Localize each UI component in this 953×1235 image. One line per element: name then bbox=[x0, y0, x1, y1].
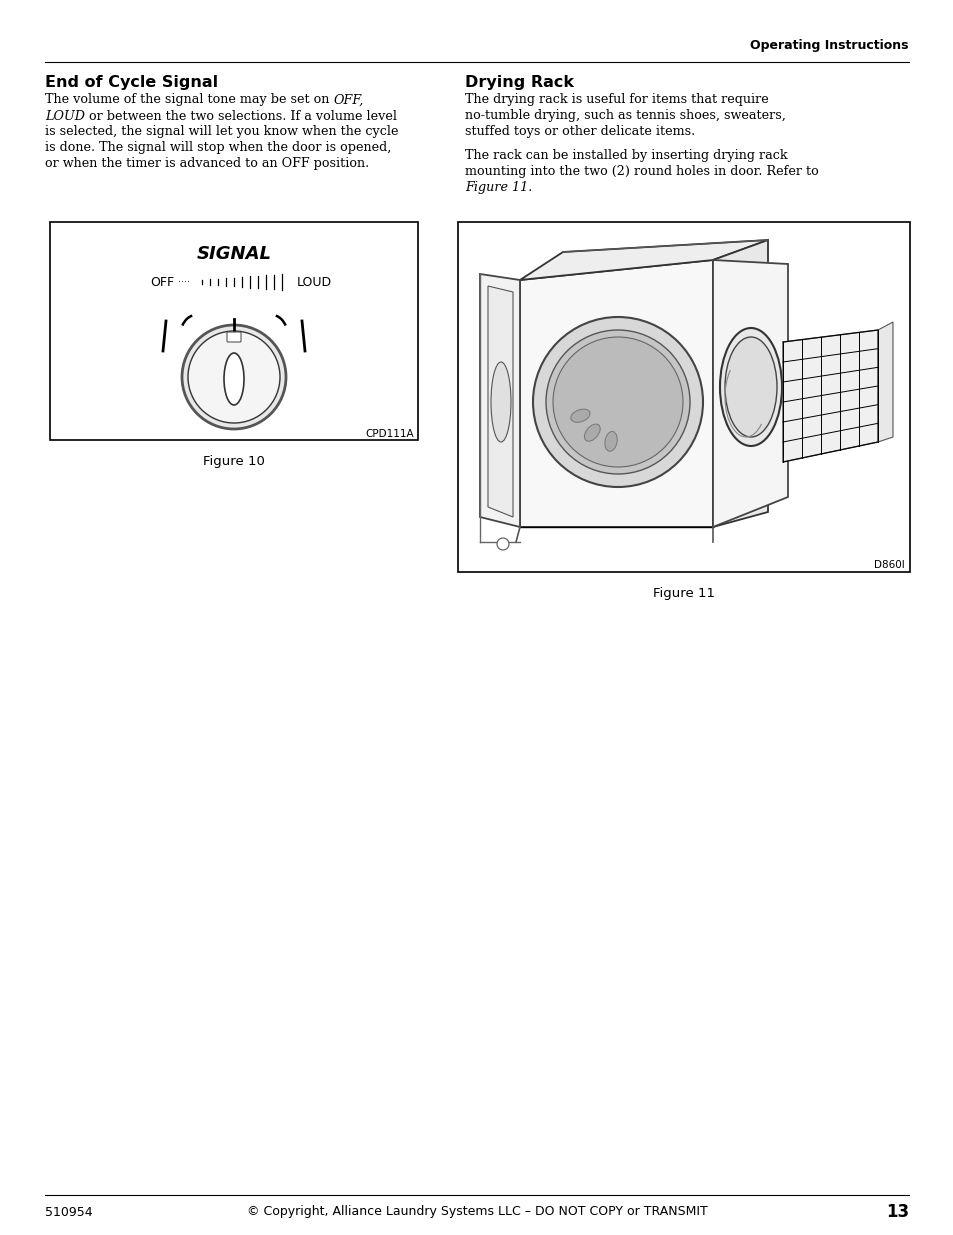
Ellipse shape bbox=[570, 409, 589, 422]
Polygon shape bbox=[519, 261, 712, 527]
Text: Drying Rack: Drying Rack bbox=[464, 74, 574, 89]
Polygon shape bbox=[488, 287, 513, 517]
Polygon shape bbox=[877, 322, 892, 442]
Text: 510954: 510954 bbox=[45, 1205, 92, 1219]
Text: OFF,: OFF, bbox=[333, 94, 363, 106]
Text: Operating Instructions: Operating Instructions bbox=[750, 38, 908, 52]
Text: no-tumble drying, such as tennis shoes, sweaters,: no-tumble drying, such as tennis shoes, … bbox=[464, 110, 785, 122]
Ellipse shape bbox=[720, 329, 781, 446]
Text: CPD111A: CPD111A bbox=[365, 429, 414, 438]
Bar bbox=[457, 222, 909, 572]
Polygon shape bbox=[479, 274, 519, 527]
Ellipse shape bbox=[604, 431, 617, 451]
Ellipse shape bbox=[724, 337, 776, 437]
Text: The volume of the signal tone may be set on: The volume of the signal tone may be set… bbox=[45, 94, 333, 106]
Circle shape bbox=[182, 325, 286, 429]
Text: OFF: OFF bbox=[150, 275, 174, 289]
Text: stuffed toys or other delicate items.: stuffed toys or other delicate items. bbox=[464, 126, 695, 138]
Polygon shape bbox=[712, 261, 787, 527]
Circle shape bbox=[533, 317, 702, 487]
Text: LOUD: LOUD bbox=[296, 275, 332, 289]
Text: Figure 11: Figure 11 bbox=[652, 588, 714, 600]
Ellipse shape bbox=[584, 424, 599, 441]
Polygon shape bbox=[519, 240, 767, 280]
Text: End of Cycle Signal: End of Cycle Signal bbox=[45, 74, 218, 89]
Text: or between the two selections. If a volume level: or between the two selections. If a volu… bbox=[85, 110, 396, 122]
Text: mounting into the two (2) round holes in door. Refer to: mounting into the two (2) round holes in… bbox=[464, 165, 818, 179]
Text: Figure 10: Figure 10 bbox=[203, 456, 265, 468]
Ellipse shape bbox=[491, 362, 511, 442]
Text: 13: 13 bbox=[885, 1203, 908, 1221]
Text: SIGNAL: SIGNAL bbox=[196, 245, 272, 263]
Bar bbox=[50, 222, 417, 440]
Text: or when the timer is advanced to an OFF position.: or when the timer is advanced to an OFF … bbox=[45, 158, 369, 170]
Ellipse shape bbox=[224, 353, 244, 405]
Circle shape bbox=[497, 538, 509, 550]
Text: The rack can be installed by inserting drying rack: The rack can be installed by inserting d… bbox=[464, 149, 787, 163]
Circle shape bbox=[553, 337, 682, 467]
Polygon shape bbox=[712, 240, 767, 527]
Text: is selected, the signal will let you know when the cycle: is selected, the signal will let you kno… bbox=[45, 126, 398, 138]
FancyBboxPatch shape bbox=[227, 332, 241, 342]
Text: ····: ···· bbox=[178, 277, 190, 287]
Circle shape bbox=[188, 331, 280, 424]
Text: Figure 11.: Figure 11. bbox=[464, 182, 532, 194]
Text: The drying rack is useful for items that require: The drying rack is useful for items that… bbox=[464, 94, 768, 106]
Polygon shape bbox=[782, 330, 877, 462]
Text: is done. The signal will stop when the door is opened,: is done. The signal will stop when the d… bbox=[45, 142, 391, 154]
Text: LOUD: LOUD bbox=[45, 110, 85, 122]
Text: D860I: D860I bbox=[873, 559, 904, 571]
Text: © Copyright, Alliance Laundry Systems LLC – DO NOT COPY or TRANSMIT: © Copyright, Alliance Laundry Systems LL… bbox=[247, 1205, 706, 1219]
Circle shape bbox=[545, 330, 689, 474]
